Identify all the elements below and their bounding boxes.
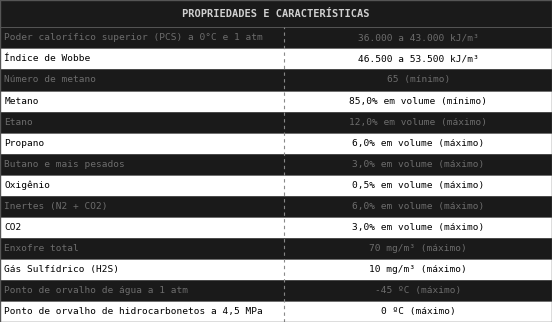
Text: Poder calorífico superior (PCS) a 0°C e 1 atm: Poder calorífico superior (PCS) a 0°C e … (4, 33, 263, 43)
Bar (0, 70, 552, 90)
Text: Índice de Wobbe: Índice de Wobbe (4, 54, 91, 63)
Text: Enxofre total: Enxofre total (4, 244, 79, 253)
Bar (0, 259, 552, 280)
Text: 3,0% em volume (máximo): 3,0% em volume (máximo) (352, 223, 484, 232)
Text: CO2: CO2 (4, 223, 22, 232)
Text: 3,0% em volume (máximo): 3,0% em volume (máximo) (352, 160, 484, 169)
Text: 46.500 a 53.500 kJ/m³: 46.500 a 53.500 kJ/m³ (358, 54, 479, 63)
Text: -45 ºC (máximo): -45 ºC (máximo) (375, 286, 461, 295)
Text: Ponto de orvalho de água a 1 atm: Ponto de orvalho de água a 1 atm (4, 286, 188, 295)
Text: Propano: Propano (4, 138, 45, 147)
Text: 65 (mínimo): 65 (mínimo) (386, 75, 450, 84)
Text: Butano e mais pesados: Butano e mais pesados (4, 160, 125, 169)
Bar (0, 48, 552, 70)
Bar (0, 90, 552, 111)
Bar (0, 154, 552, 175)
Text: 6,0% em volume (máximo): 6,0% em volume (máximo) (352, 202, 484, 211)
Bar (0, 217, 552, 238)
Text: 6,0% em volume (máximo): 6,0% em volume (máximo) (352, 138, 484, 147)
Text: 12,0% em volume (máximo): 12,0% em volume (máximo) (349, 118, 487, 127)
Text: 0 ºC (máximo): 0 ºC (máximo) (381, 307, 455, 316)
Text: PROPRIEDADES E CARACTERÍSTICAS: PROPRIEDADES E CARACTERÍSTICAS (182, 9, 370, 19)
Text: 85,0% em volume (mínimo): 85,0% em volume (mínimo) (349, 97, 487, 106)
Bar (0, 133, 552, 154)
Bar (0, 280, 552, 301)
Text: Etano: Etano (4, 118, 33, 127)
Text: 36.000 a 43.000 kJ/m³: 36.000 a 43.000 kJ/m³ (358, 33, 479, 43)
Bar (0, 175, 552, 196)
Text: 10 mg/m³ (máximo): 10 mg/m³ (máximo) (369, 265, 467, 274)
Text: 70 mg/m³ (máximo): 70 mg/m³ (máximo) (369, 244, 467, 253)
Text: Metano: Metano (4, 97, 39, 106)
Text: Ponto de orvalho de hidrocarbonetos a 4,5 MPa: Ponto de orvalho de hidrocarbonetos a 4,… (4, 307, 263, 316)
Bar (0, 238, 552, 259)
Text: 0,5% em volume (máximo): 0,5% em volume (máximo) (352, 181, 484, 190)
Bar (0, 111, 552, 133)
Text: Número de metano: Número de metano (4, 75, 97, 84)
Text: Oxigênio: Oxigênio (4, 180, 50, 190)
Bar (0, 27, 552, 48)
Bar (0, 196, 552, 217)
Text: Gás Sulfídrico (H2S): Gás Sulfídrico (H2S) (4, 265, 119, 274)
Bar (0, 301, 552, 322)
Bar (0, 0, 552, 27)
Text: Inertes (N2 + CO2): Inertes (N2 + CO2) (4, 202, 108, 211)
